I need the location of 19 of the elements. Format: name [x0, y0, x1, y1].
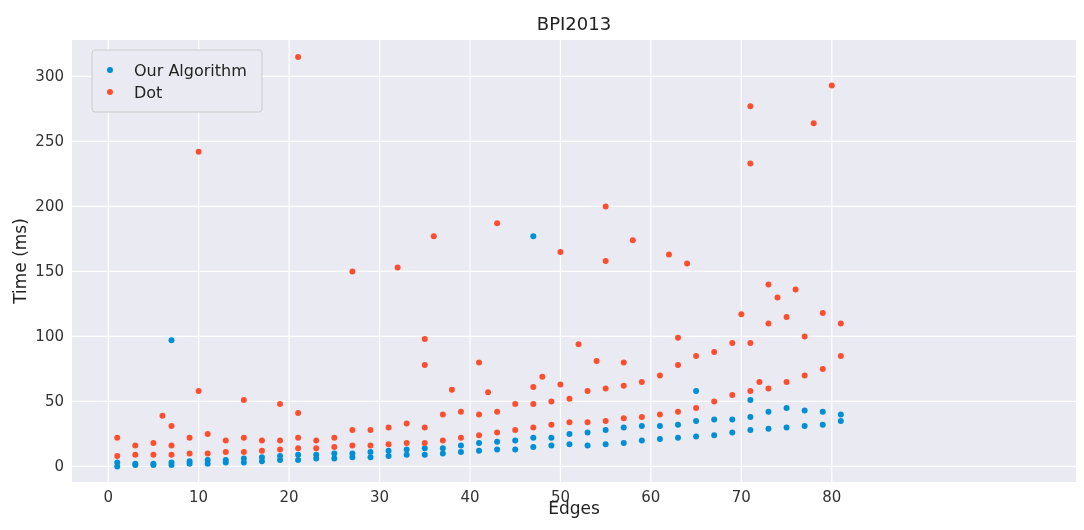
- x-tick-label: 20: [279, 488, 299, 506]
- y-tick-label: 300: [35, 67, 64, 86]
- y-tick-label: 200: [35, 197, 64, 216]
- x-tick-label: 30: [369, 488, 390, 506]
- x-tick-label: 40: [460, 488, 480, 506]
- y-tick-label: 50: [44, 392, 64, 411]
- legend-label: Dot: [134, 83, 163, 102]
- y-axis-title: Time (ms): [10, 218, 30, 305]
- y-tick-label: 100: [35, 327, 64, 346]
- y-tick-label: 0: [54, 457, 64, 476]
- x-tick-label: 10: [189, 488, 209, 506]
- x-tick-label: 0: [103, 488, 113, 506]
- x-tick-label: 60: [641, 488, 661, 506]
- chart-title: BPI2013: [536, 13, 612, 34]
- y-tick-label: 250: [35, 132, 64, 151]
- x-tick-label: 80: [822, 488, 842, 506]
- y-tick-label: 150: [35, 262, 64, 281]
- legend-label: Our Algorithm: [134, 61, 247, 80]
- x-tick-label: 70: [731, 488, 751, 506]
